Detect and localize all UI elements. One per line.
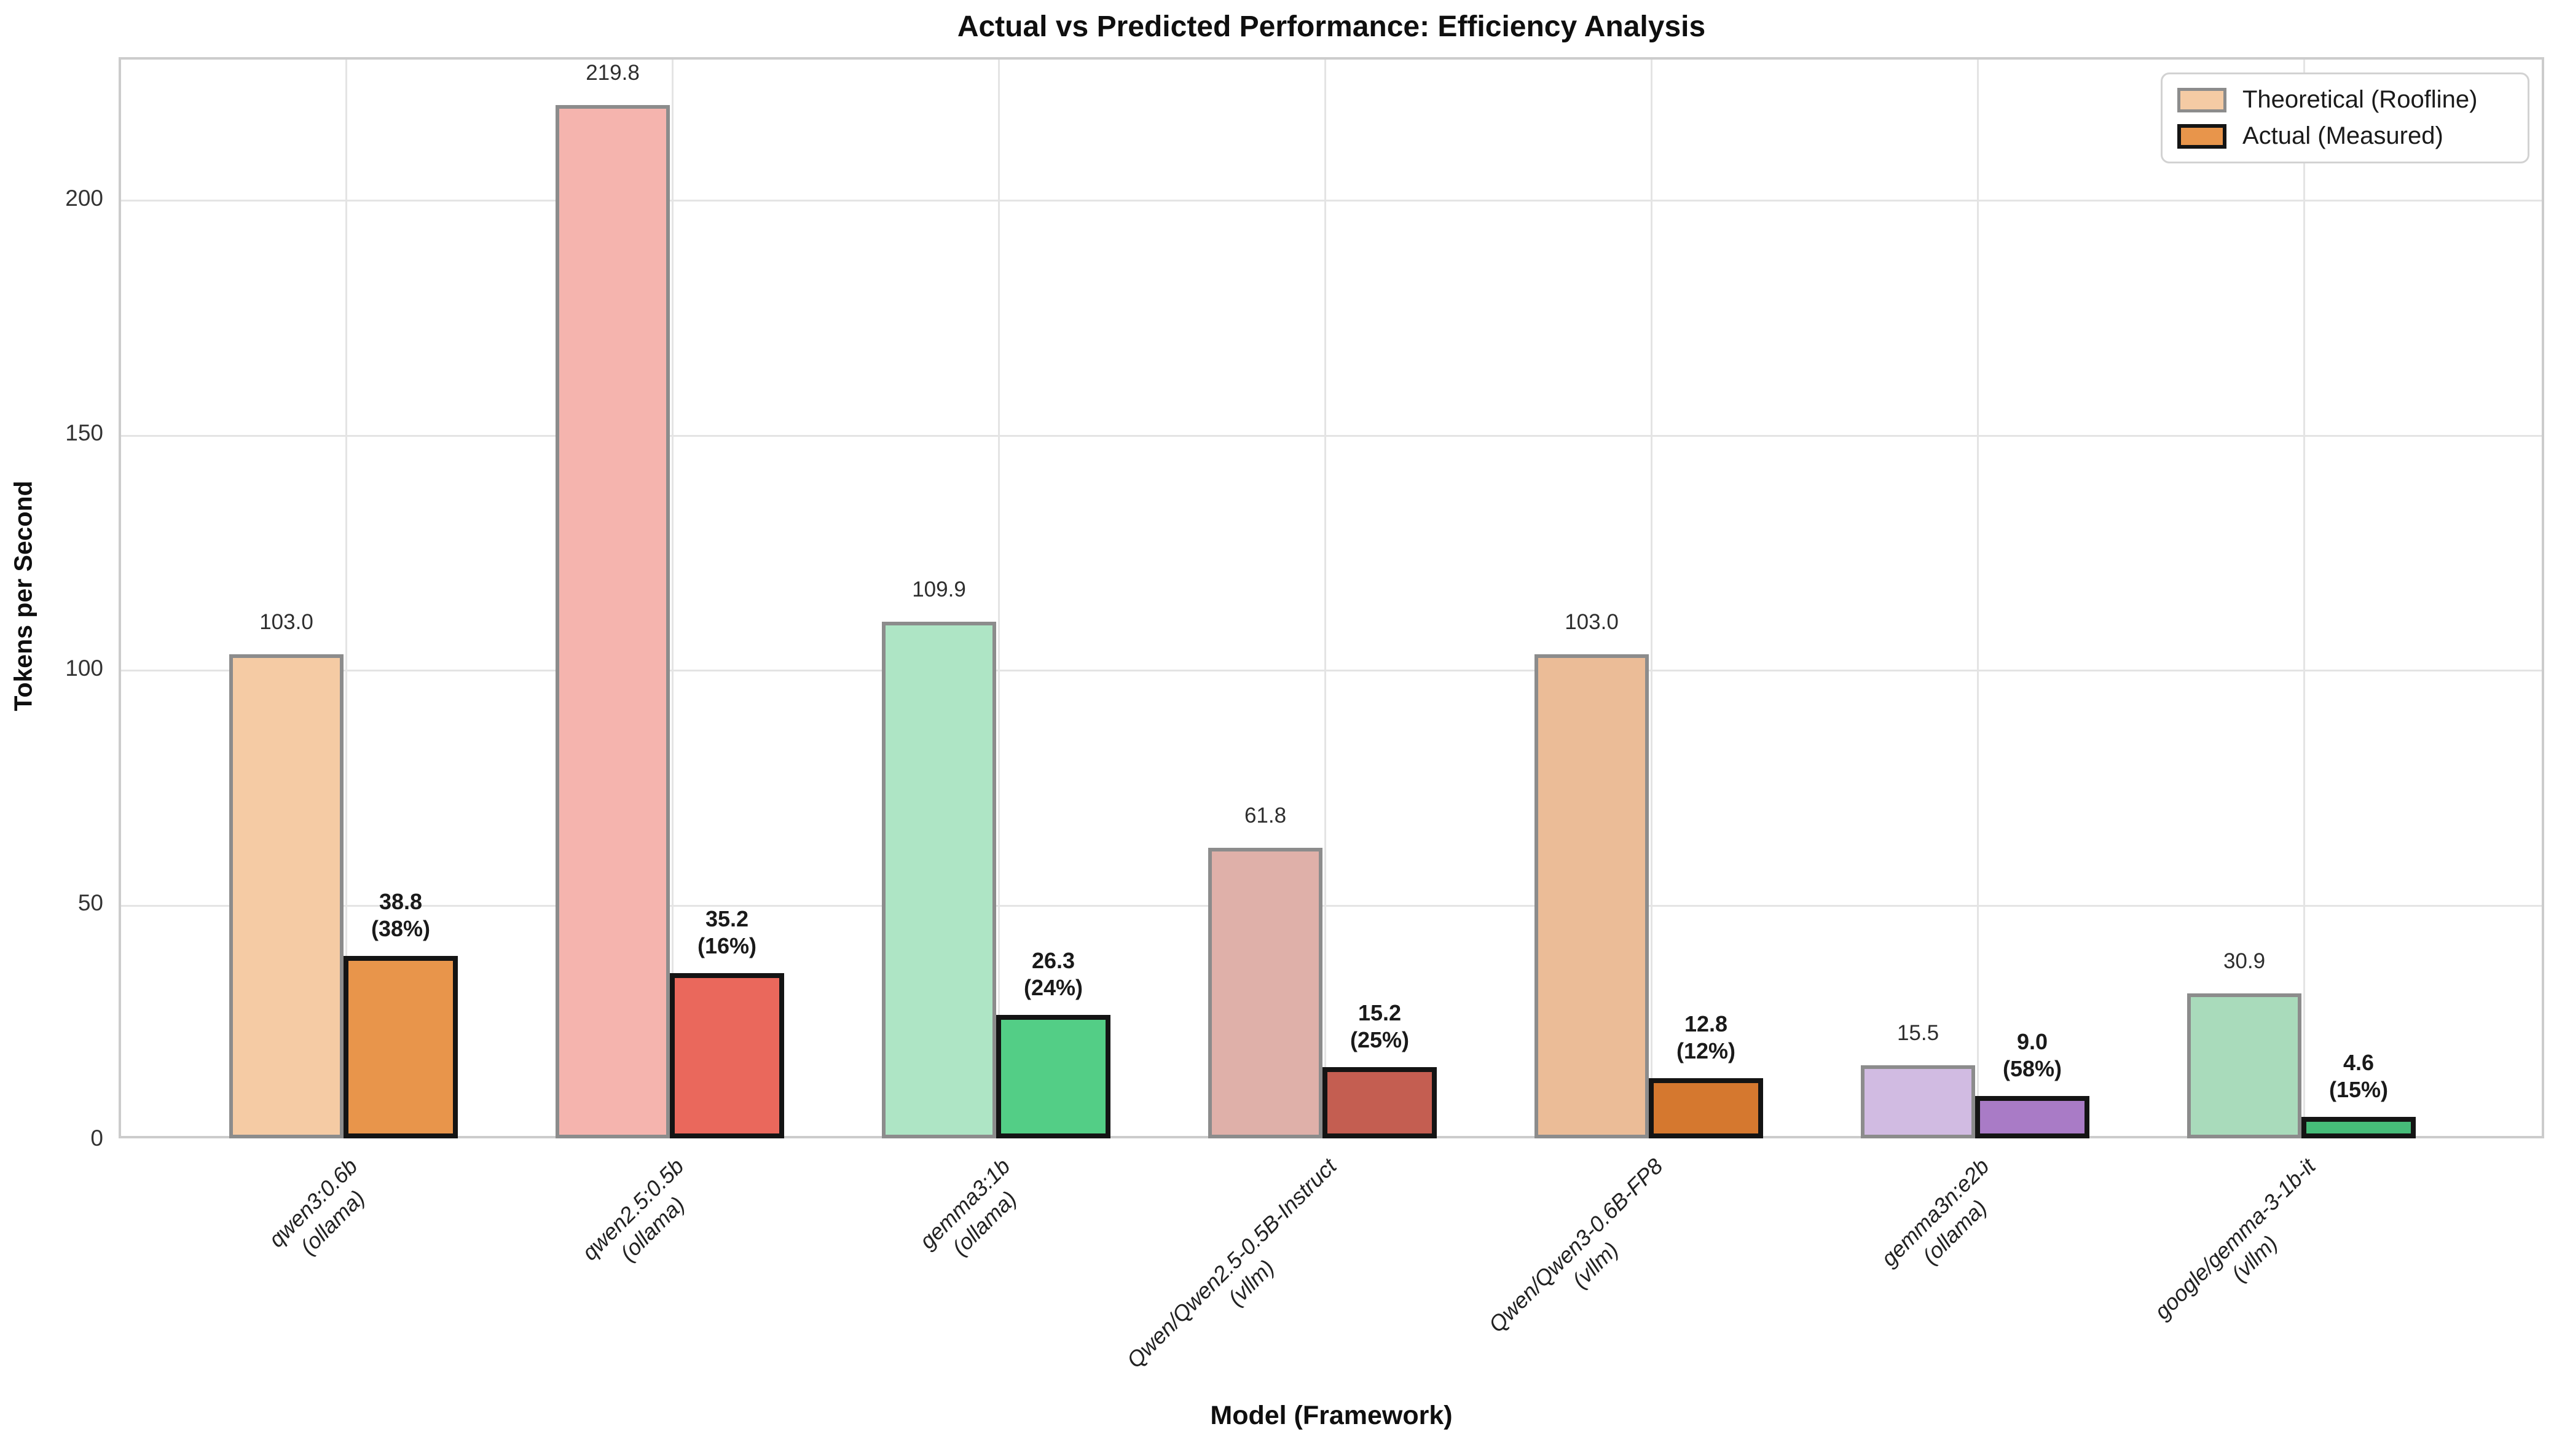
y-tick-label: 50	[77, 890, 103, 916]
bar-theoretical	[1534, 654, 1649, 1138]
bar-value-label-theoretical: 103.0	[259, 609, 313, 634]
bar-value-label-theoretical: 15.5	[1896, 1021, 1939, 1046]
x-tick-label: gemma3:1b (ollama)	[914, 1153, 1035, 1274]
bar-actual	[344, 956, 458, 1138]
gridline-vertical	[1976, 60, 1979, 1136]
bar-actual-percent: (25%)	[1350, 1027, 1410, 1052]
plot-area	[119, 57, 2544, 1138]
x-tick-label: gemma3n:e2b (ollama)	[1875, 1153, 2014, 1291]
bar-theoretical	[556, 105, 670, 1138]
gridline-vertical	[345, 60, 347, 1136]
x-tick-label: qwen2.5:0.5b (ollama)	[576, 1153, 709, 1286]
gridline-horizontal	[121, 200, 2542, 202]
bar-value-label-actual: 9.0 (58%)	[2003, 1028, 2062, 1082]
gridline-vertical	[671, 60, 674, 1136]
gridline-vertical	[1324, 60, 1326, 1136]
bar-actual	[2301, 1116, 2416, 1138]
bar-actual-value: 12.8	[1684, 1011, 1728, 1037]
x-tick-label: Qwen/Qwen3-0.6B-FP8 (vllm)	[1483, 1153, 1688, 1358]
legend: Theoretical (Roofline) Actual (Measured)	[2161, 72, 2529, 163]
legend-label-theoretical: Theoretical (Roofline)	[2242, 86, 2478, 113]
bar-value-label-actual: 26.3 (24%)	[1024, 947, 1083, 1001]
x-tick-framework: (vllm)	[1223, 1254, 1279, 1311]
x-axis-label: Model (Framework)	[1210, 1401, 1453, 1430]
bar-actual	[996, 1014, 1110, 1138]
bar-value-label-actual: 38.8 (38%)	[371, 888, 430, 942]
y-tick-label: 100	[65, 655, 103, 681]
bar-value-label-theoretical: 61.8	[1244, 804, 1287, 828]
chart-title: Actual vs Predicted Performance: Efficie…	[957, 10, 1706, 43]
bar-value-label-actual: 35.2 (16%)	[697, 906, 756, 960]
x-tick-label: qwen3:0.6b (ollama)	[262, 1153, 382, 1272]
legend-swatch-theoretical	[2177, 87, 2226, 112]
legend-row-theoretical: Theoretical (Roofline)	[2177, 86, 2513, 114]
bar-actual-percent: (16%)	[697, 933, 757, 958]
gridline-horizontal	[121, 434, 2542, 437]
bar-actual-value: 9.0	[2016, 1029, 2048, 1055]
legend-row-actual: Actual (Measured)	[2177, 122, 2513, 150]
bar-actual	[1975, 1096, 2089, 1138]
bar-actual-percent: (12%)	[1676, 1038, 1736, 1064]
bar-actual-percent: (15%)	[2328, 1076, 2389, 1102]
bar-actual-percent: (38%)	[371, 916, 431, 942]
y-tick-label: 200	[65, 185, 103, 211]
y-tick-label: 0	[90, 1125, 103, 1151]
bar-actual	[670, 973, 784, 1138]
bar-value-label-theoretical: 103.0	[1565, 609, 1619, 634]
x-tick-model: google/gemma-3-1b-it	[2149, 1153, 2320, 1325]
bar-actual-percent: (58%)	[2002, 1056, 2062, 1082]
bar-actual	[1322, 1067, 1437, 1138]
legend-label-actual: Actual (Measured)	[2242, 122, 2443, 149]
bar-actual-percent: (24%)	[1023, 974, 1083, 1000]
bar-actual	[1649, 1078, 1763, 1138]
bar-actual-value: 26.3	[1031, 947, 1075, 973]
gridline-vertical	[1650, 60, 1652, 1136]
gridline-horizontal	[121, 904, 2542, 907]
x-tick-model: Qwen/Qwen3-0.6B-FP8	[1483, 1153, 1668, 1337]
bar-theoretical	[229, 654, 344, 1138]
bar-value-label-theoretical: 109.9	[912, 577, 966, 602]
bar-actual-value: 15.2	[1358, 1000, 1402, 1025]
bar-value-label-theoretical: 219.8	[586, 61, 640, 85]
x-tick-framework: (vllm)	[2226, 1230, 2282, 1286]
x-tick-label: google/gemma-3-1b-it (vllm)	[2148, 1153, 2341, 1345]
legend-swatch-actual	[2177, 123, 2226, 149]
bar-theoretical	[2187, 993, 2301, 1138]
bar-theoretical	[1861, 1065, 1975, 1138]
gridline-vertical	[997, 60, 1000, 1136]
bar-theoretical	[1208, 848, 1322, 1138]
x-tick-label: Qwen/Qwen2.5-0.5B-Instruct (vllm)	[1121, 1153, 1362, 1393]
bar-theoretical	[882, 622, 996, 1138]
x-tick-model: Qwen/Qwen2.5-0.5B-Instruct	[1122, 1153, 1342, 1373]
y-tick-label: 150	[65, 420, 103, 446]
bar-value-label-theoretical: 30.9	[2223, 949, 2266, 973]
gridline-horizontal	[121, 670, 2542, 672]
bar-value-label-actual: 15.2 (25%)	[1350, 1000, 1409, 1054]
bar-actual-value: 38.8	[379, 889, 423, 915]
bar-actual-value: 35.2	[705, 906, 749, 931]
x-tick-framework: (vllm)	[1567, 1237, 1624, 1293]
bar-value-label-actual: 4.6 (15%)	[2329, 1049, 2388, 1103]
bar-value-label-actual: 12.8 (12%)	[1676, 1011, 1735, 1065]
gridline-vertical	[2303, 60, 2305, 1136]
bar-actual-value: 4.6	[2343, 1049, 2375, 1075]
